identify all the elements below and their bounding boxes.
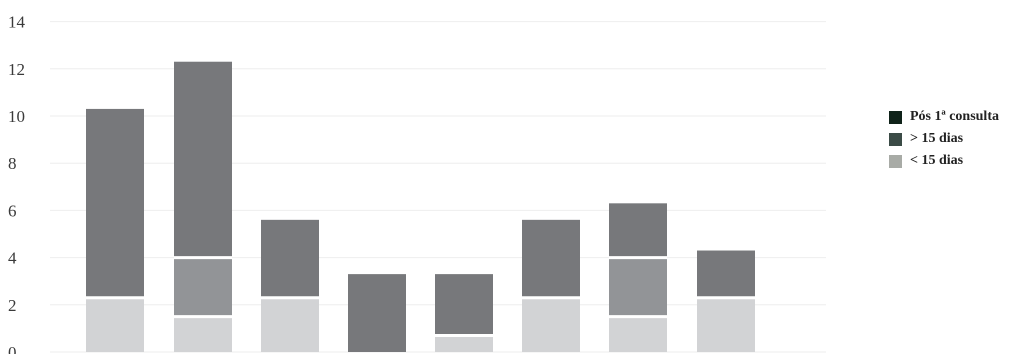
bar-segment-upper xyxy=(174,61,232,258)
y-tick-label: 14 xyxy=(8,13,26,32)
bar-segment-lower xyxy=(261,297,319,352)
legend: Pós 1ª consulta > 15 dias < 15 dias xyxy=(889,106,999,172)
bar-segment-upper xyxy=(348,274,406,352)
bar-segment-middle xyxy=(609,257,667,317)
bar-segment-lower xyxy=(522,297,580,352)
bar-segment-upper xyxy=(435,274,493,336)
bar-segment-upper xyxy=(697,250,755,298)
legend-label-menos-15-dias: < 15 dias xyxy=(910,153,964,168)
bar-segment-lower xyxy=(435,335,493,352)
bar-segment-lower xyxy=(697,297,755,352)
bar-segment-lower xyxy=(86,297,144,352)
legend-item-pos-1a-consulta: Pós 1ª consulta xyxy=(889,106,999,128)
y-tick-label: 6 xyxy=(8,201,17,220)
legend-item-mais-15-dias: > 15 dias xyxy=(889,128,999,150)
y-tick-label: 2 xyxy=(8,296,17,315)
legend-swatch-pos-1a-consulta xyxy=(889,110,902,124)
bar-segment-middle xyxy=(174,257,232,317)
legend-item-menos-15-dias: < 15 dias xyxy=(889,150,999,172)
y-tick-label: 10 xyxy=(8,107,25,126)
bar-segment-upper xyxy=(609,203,667,258)
y-tick-label: 8 xyxy=(8,154,17,173)
y-tick-label: 4 xyxy=(8,249,17,268)
y-tick-label: 0 xyxy=(8,343,17,354)
legend-swatch-menos-15-dias xyxy=(889,154,902,168)
legend-label-pos-1a-consulta: Pós 1ª consulta xyxy=(910,109,999,124)
bar-segment-lower xyxy=(174,316,232,352)
bar-segment-upper xyxy=(261,219,319,298)
bar-segment-lower xyxy=(609,316,667,352)
bar-segment-upper xyxy=(522,219,580,298)
legend-swatch-mais-15-dias xyxy=(889,132,902,146)
bar-segment-upper xyxy=(86,108,144,298)
legend-label-mais-15-dias: > 15 dias xyxy=(910,131,964,146)
y-tick-label: 12 xyxy=(8,60,25,79)
